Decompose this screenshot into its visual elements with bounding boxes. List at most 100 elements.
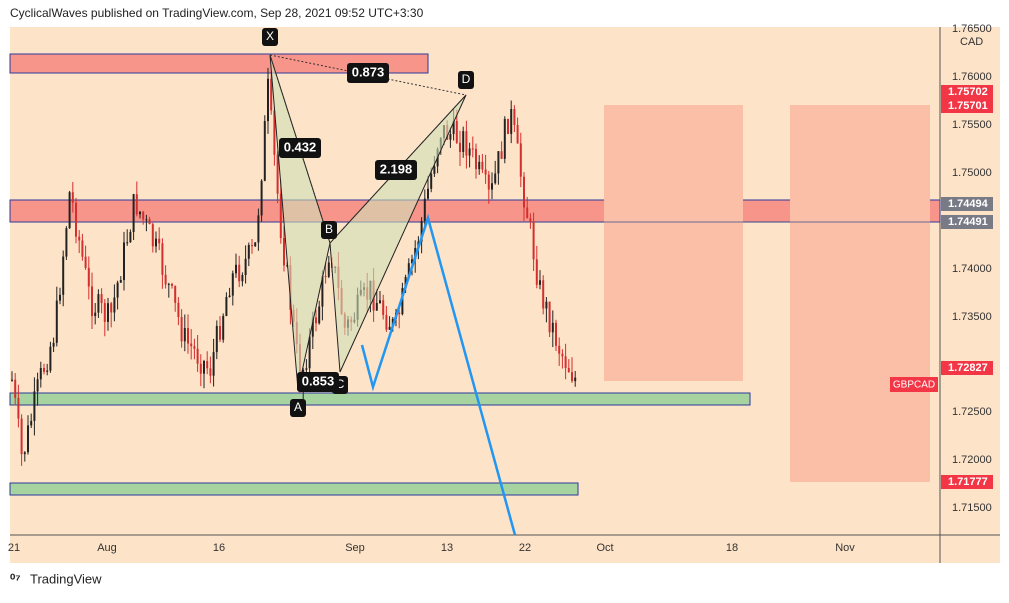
candle-body	[283, 238, 285, 266]
candle-body	[231, 273, 234, 296]
candle-body	[468, 148, 471, 156]
ratio-box	[375, 160, 417, 180]
candle-body	[39, 368, 42, 380]
candle-body	[305, 368, 308, 370]
price-tag-text: 1.74494	[948, 198, 989, 210]
candle-body	[132, 194, 135, 232]
candle-body	[427, 188, 429, 199]
candle-body	[260, 180, 263, 216]
candle-body	[433, 166, 436, 174]
candle-body	[471, 148, 474, 150]
symbol-tag	[890, 377, 938, 392]
candle-body	[257, 215, 260, 243]
candle-body	[33, 391, 36, 421]
time-label: Aug	[97, 542, 117, 554]
candle-body	[177, 302, 180, 318]
price-tag-text: 1.71777	[948, 476, 988, 488]
candle-body	[487, 174, 490, 190]
candle-body	[142, 211, 145, 220]
price-tag-text: 1.75702	[948, 86, 988, 98]
ratio-label: 0.873	[352, 64, 385, 79]
candle-body	[398, 312, 401, 315]
candle-body	[196, 348, 199, 364]
candle-body	[222, 315, 225, 340]
candle-body	[247, 244, 250, 259]
candle-body	[14, 379, 17, 398]
candle-body	[167, 283, 170, 285]
candle-body	[116, 282, 119, 298]
candle-body	[161, 243, 164, 275]
candle-body	[494, 173, 497, 184]
candle-body	[155, 238, 157, 247]
candle-body	[497, 151, 500, 174]
ratio-line	[269, 54, 331, 244]
candle-body	[574, 377, 577, 382]
candle-body	[238, 264, 241, 282]
symbol-tag-text: GBPCAD	[893, 380, 935, 391]
candle-body	[100, 294, 103, 304]
candle-body	[318, 306, 321, 324]
candle-body	[209, 368, 212, 376]
candle-body	[27, 425, 29, 453]
candle-body	[228, 295, 231, 298]
candle-body	[145, 219, 148, 221]
price-label: 1.76500	[952, 23, 992, 35]
support-zone	[9, 482, 579, 496]
candle-body	[97, 294, 100, 313]
time-label: Sep	[345, 542, 365, 554]
candle-body	[507, 118, 509, 134]
candle-body	[561, 353, 564, 357]
candle-body	[315, 317, 317, 324]
candle-body	[385, 315, 388, 330]
candle-body	[420, 220, 423, 242]
candle-body	[135, 194, 138, 215]
header-text: CyclicalWaves published on TradingView.c…	[10, 6, 424, 20]
resistance-zone	[9, 53, 429, 74]
candle-body	[151, 224, 154, 247]
candle-body	[126, 242, 129, 244]
point-label-box	[290, 399, 306, 417]
candle-body	[241, 275, 244, 282]
price-tag	[941, 85, 993, 99]
price-label: 1.72000	[952, 454, 992, 466]
candle-body	[52, 342, 55, 347]
point-label: X	[266, 29, 274, 43]
candle-body	[110, 303, 113, 313]
candle-body	[113, 297, 116, 313]
candle-body	[382, 300, 385, 316]
candle-body	[276, 154, 279, 194]
candle-body	[491, 183, 493, 190]
candle-body	[324, 276, 327, 278]
candle-body	[571, 372, 573, 382]
candle-body	[273, 110, 276, 155]
candle-body	[43, 368, 45, 372]
candle-body	[375, 302, 378, 311]
candle-body	[478, 161, 481, 170]
candle-body	[119, 280, 122, 283]
projection-line	[360, 213, 517, 536]
candle-body	[36, 379, 39, 392]
ratio-label: 0.432	[284, 139, 317, 154]
point-label: D	[462, 72, 471, 86]
price-label: 1.72500	[952, 406, 992, 418]
point-label-box	[321, 221, 337, 239]
candle-body	[254, 242, 257, 247]
support-zone	[9, 392, 751, 406]
candle-body	[311, 317, 314, 337]
time-axis-area	[10, 535, 1000, 563]
point-label: A	[294, 400, 302, 414]
candle-body	[481, 161, 484, 170]
time-label: 16	[213, 542, 225, 554]
target-box	[790, 105, 930, 482]
candle-body	[465, 131, 468, 156]
candle-body	[503, 118, 506, 159]
ratio-label: 0.853	[302, 373, 335, 388]
ratio-box	[347, 63, 389, 83]
candle-body	[171, 283, 173, 286]
candle-body	[129, 231, 132, 243]
candle-body	[94, 312, 97, 317]
candle-body	[139, 211, 141, 215]
candle-body	[388, 326, 391, 330]
point-label: C	[336, 377, 345, 391]
ratio-box	[297, 372, 339, 392]
